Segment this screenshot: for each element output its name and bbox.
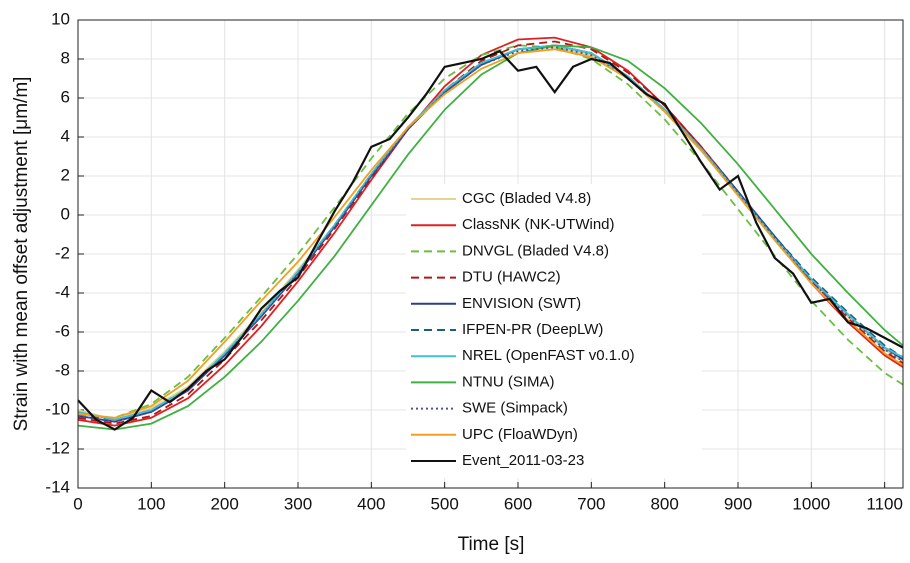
y-axis-label: Strain with mean offset adjustment [μm/m…	[11, 77, 32, 432]
legend-label: NTNU (SIMA)	[462, 373, 555, 390]
x-axis-label: Time [s]	[458, 534, 525, 555]
series-line	[77, 44, 904, 431]
x-tick-label: 300	[284, 494, 312, 513]
y-tick-label: -10	[45, 399, 70, 418]
y-tick-label: -8	[55, 360, 70, 379]
x-tick-label: 0	[73, 494, 82, 513]
legend-label: Event_2011-03-23	[462, 452, 584, 469]
y-tick-label: 8	[61, 48, 70, 67]
y-tick-label: -4	[55, 282, 70, 301]
y-tick-label: -2	[55, 243, 70, 262]
legend-label: IFPEN-PR (DeepLW)	[462, 321, 603, 338]
legend-label: UPC (FloaWDyn)	[462, 426, 578, 443]
y-tick-label: 0	[61, 204, 70, 223]
y-tick-label: -6	[55, 321, 70, 340]
y-tick-label: 10	[51, 9, 70, 28]
x-tick-label: 600	[504, 494, 532, 513]
x-tick-label: 700	[577, 494, 605, 513]
y-tick-label: 2	[61, 165, 70, 184]
legend-label: NREL (OpenFAST v0.1.0)	[462, 347, 635, 364]
legend-label: CGC (Bladed V4.8)	[462, 190, 591, 207]
y-tick-label: 4	[61, 126, 70, 145]
x-tick-label: 800	[650, 494, 678, 513]
series-line	[77, 48, 904, 419]
x-tick-label: 100	[137, 494, 165, 513]
legend-label: DTU (HAWC2)	[462, 269, 561, 286]
x-tick-label: 500	[430, 494, 458, 513]
legend-label: ClassNK (NK-UTWind)	[462, 216, 615, 233]
x-tick-label: 1100	[866, 494, 903, 513]
x-tick-label: 1000	[792, 494, 830, 513]
x-tick-label: 900	[724, 494, 752, 513]
series-line	[77, 46, 904, 423]
legend: CGC (Bladed V4.8) ClassNK (NK-UTWind) DNVG…	[406, 184, 702, 479]
y-tick-label: 6	[61, 87, 70, 106]
x-tick-label: 200	[210, 494, 238, 513]
y-tick-label: -12	[45, 438, 70, 457]
legend-box	[406, 184, 702, 479]
plot-frame	[77, 19, 904, 489]
legend-label: DNVGL (Bladed V4.8)	[462, 242, 609, 259]
y-tick-label: -14	[45, 477, 70, 496]
x-tick-label: 400	[357, 494, 385, 513]
series-line	[77, 49, 904, 431]
legend-label: SWE (Simpack)	[462, 400, 568, 417]
legend-label: ENVISION (SWT)	[462, 295, 581, 312]
plot-lines	[77, 36, 904, 431]
